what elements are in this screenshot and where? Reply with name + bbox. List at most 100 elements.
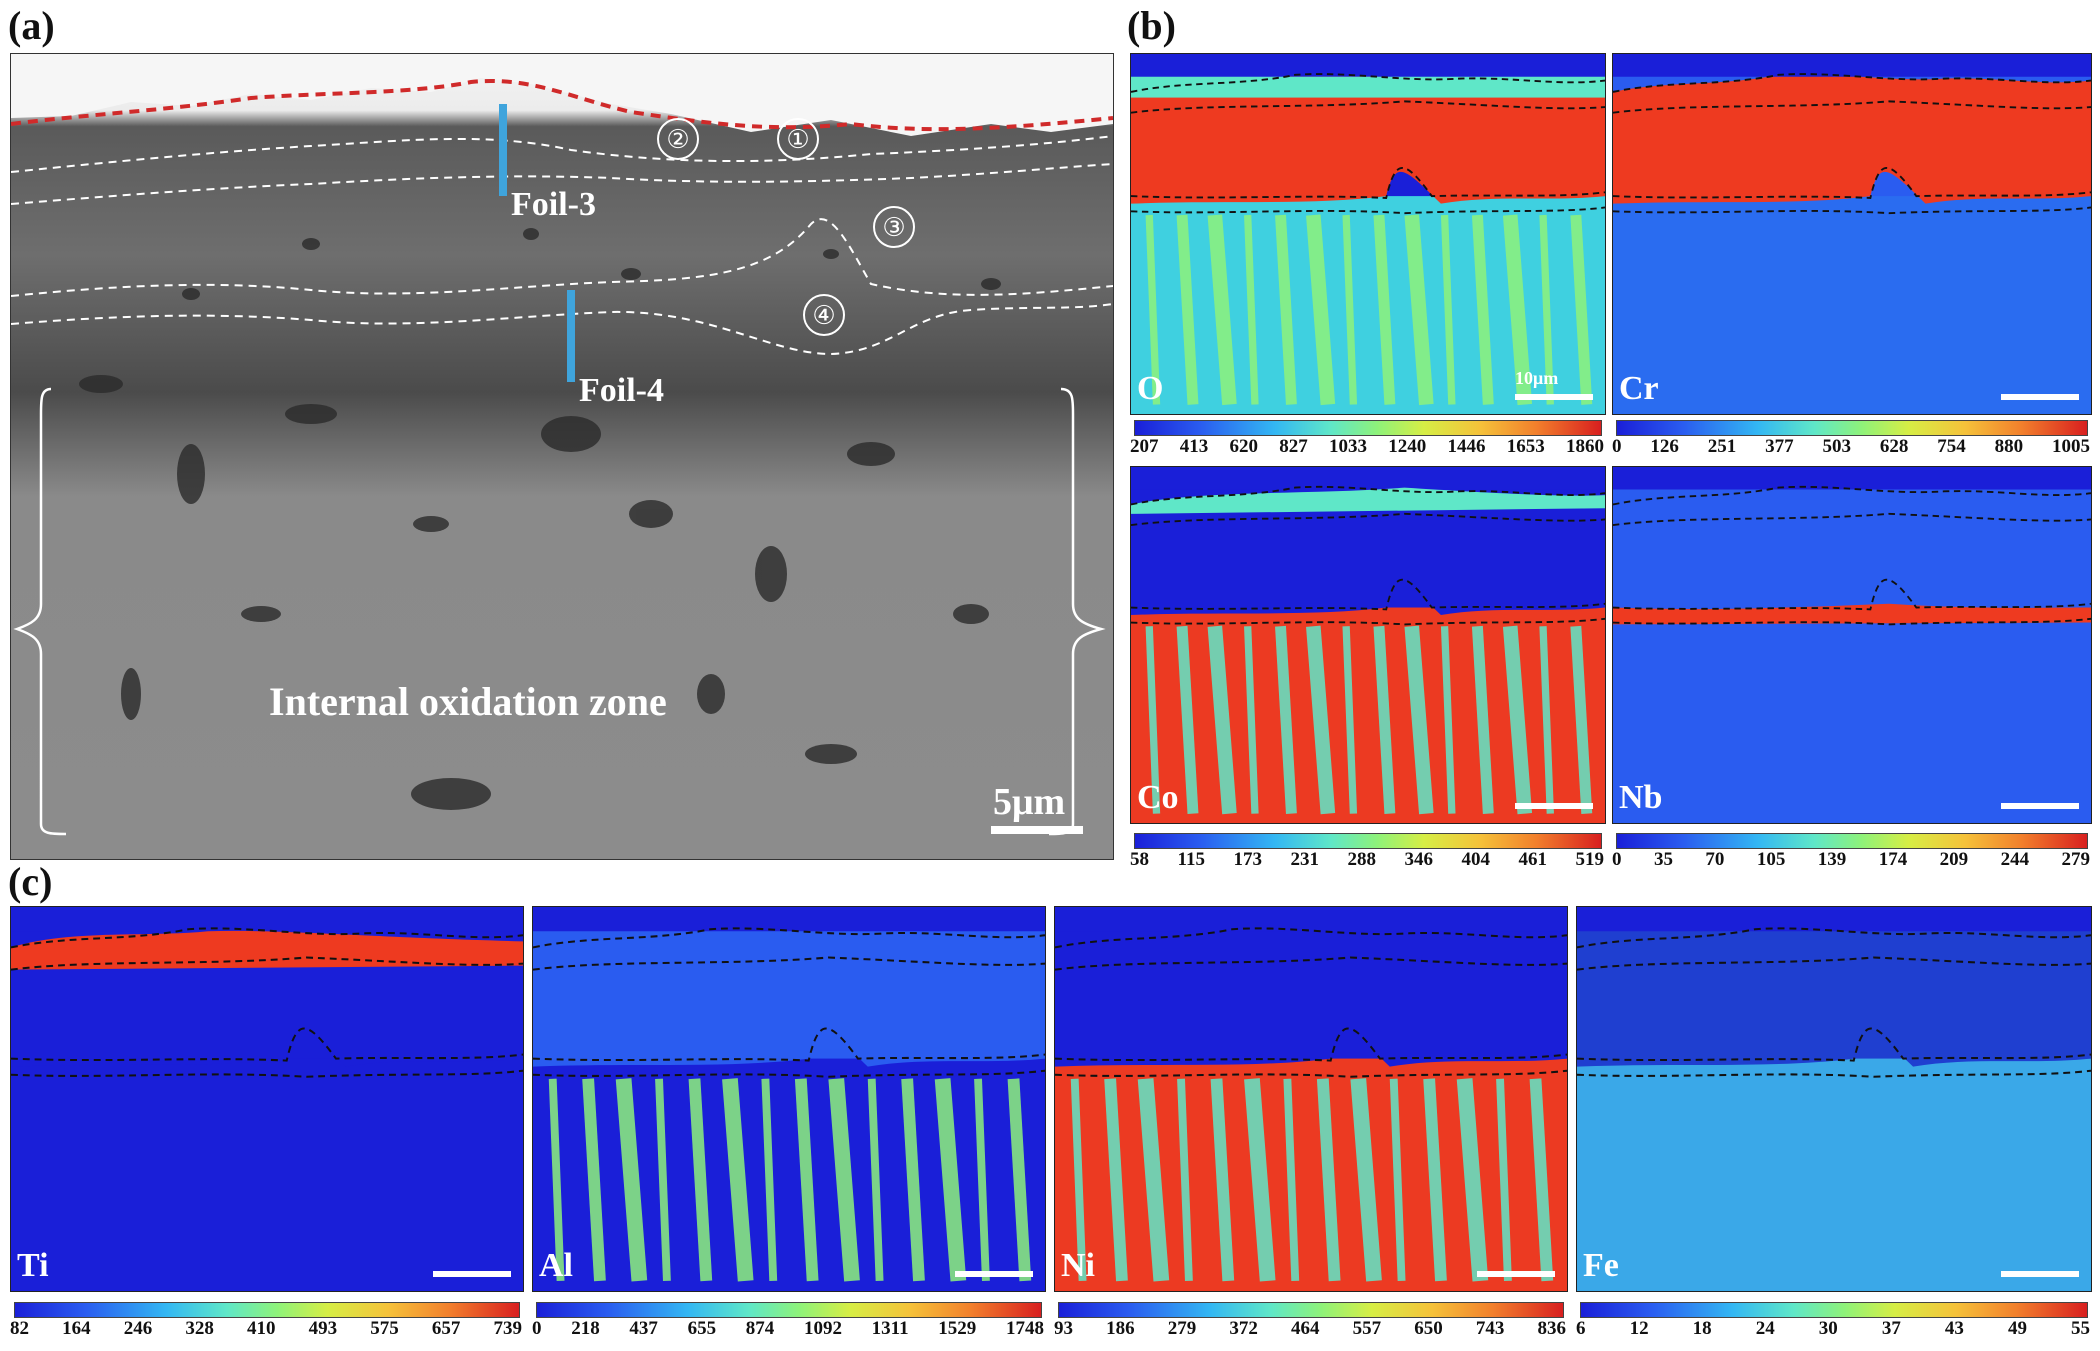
- element-label: Ti: [17, 1247, 49, 1284]
- colorbar-tick: 30: [1818, 1318, 1838, 1339]
- colorbar-tick: 827: [1279, 436, 1308, 457]
- colorbar-tick: 437: [629, 1318, 658, 1339]
- panel-b-letter: (b): [1127, 3, 1176, 48]
- element-label: Co: [1137, 779, 1179, 816]
- colorbar-ticks-al: 0 218 437 655 874 1092 1311 1529 1748: [532, 1318, 1044, 1340]
- colorbar-tick: 105: [1756, 849, 1786, 870]
- region-3-marker: ③: [873, 206, 915, 248]
- colorbar-tick: 1748: [1005, 1318, 1044, 1339]
- colorbar-tick: 139: [1817, 849, 1847, 870]
- foil-4-label: Foil-4: [579, 372, 664, 409]
- colorbar-tick: 209: [1939, 849, 1969, 870]
- colorbar-tick: 1311: [871, 1318, 909, 1339]
- colorbar-tick: 620: [1229, 436, 1259, 457]
- colorbar-tick: 24: [1755, 1318, 1775, 1339]
- colorbar-tick: 18: [1692, 1318, 1712, 1339]
- foil-3-label: Foil-3: [511, 186, 596, 223]
- element-label: O: [1137, 370, 1164, 407]
- colorbar-tick: 657: [431, 1318, 461, 1339]
- colorbar-nb: [1616, 833, 2088, 849]
- colorbar-tick: 1240: [1388, 436, 1427, 457]
- colorbar-tick: 126: [1650, 436, 1679, 457]
- colorbar-tick: 1092: [803, 1318, 842, 1339]
- colorbar-tick: 35: [1653, 849, 1673, 870]
- eds-map-co: Co: [1130, 466, 1606, 824]
- eds-map-ti: Ti: [10, 906, 524, 1292]
- element-label: Al: [539, 1247, 573, 1284]
- eds-map-fe: Fe: [1576, 906, 2092, 1292]
- colorbar-ticks-co: 58 115 173 231 288 346 404 461 519: [1130, 849, 1604, 871]
- colorbar-tick: 70: [1705, 849, 1725, 870]
- colorbar-tick: 186: [1106, 1318, 1135, 1339]
- region-4-marker: ④: [803, 294, 845, 336]
- map-scale-bar: [1515, 394, 1593, 400]
- eds-map-cr: Cr: [1612, 53, 2092, 415]
- colorbar-tick: 372: [1229, 1318, 1258, 1339]
- colorbar-tick: 650: [1414, 1318, 1443, 1339]
- colorbar-tick: 0: [1612, 849, 1622, 870]
- colorbar-tick: 173: [1233, 849, 1262, 870]
- colorbar-tick: 279: [1167, 1318, 1197, 1339]
- colorbar-tick: 493: [308, 1318, 338, 1339]
- map-scale-bar: [955, 1271, 1033, 1277]
- element-label: Ni: [1061, 1247, 1095, 1284]
- colorbar-tick: 174: [1878, 849, 1908, 870]
- colorbar-tick: 1005: [2052, 436, 2090, 457]
- colorbar-tick: 0: [532, 1318, 542, 1339]
- colorbar-tick: 1033: [1329, 436, 1367, 457]
- panel-a-letter: (a): [8, 3, 55, 48]
- colorbar-tick: 1860: [1566, 436, 1604, 457]
- colorbar-tick: 413: [1179, 436, 1209, 457]
- colorbar-tick: 207: [1130, 436, 1159, 457]
- colorbar-ticks-o: 207 413 620 827 1033 1240 1446 1653 1860: [1130, 436, 1604, 458]
- sem-image: Foil-3 Foil-4 Internal oxidation zone 5μ…: [10, 53, 1114, 860]
- colorbar-tick: 874: [745, 1318, 775, 1339]
- sem-scale-bar: [991, 826, 1083, 834]
- colorbar-tick: 754: [1937, 436, 1966, 457]
- colorbar-tick: 55: [2071, 1318, 2090, 1339]
- colorbar-tick: 12: [1629, 1318, 1649, 1339]
- colorbar-tick: 288: [1347, 849, 1376, 870]
- colorbar-ni: [1058, 1302, 1564, 1318]
- colorbar-tick: 1529: [938, 1318, 977, 1339]
- colorbar-tick: 404: [1461, 849, 1490, 870]
- colorbar-tick: 575: [370, 1318, 399, 1339]
- region-1-marker: ①: [777, 118, 819, 160]
- region-2-marker: ②: [657, 118, 699, 160]
- oxide-surface-boundary: [11, 79, 1113, 132]
- colorbar-tick: 557: [1352, 1318, 1382, 1339]
- colorbar-tick: 115: [1177, 849, 1205, 870]
- eds-map-ni: Ni: [1054, 906, 1568, 1292]
- colorbar-tick: 836: [1537, 1318, 1567, 1339]
- element-label: Fe: [1583, 1247, 1619, 1284]
- colorbar-ticks-ni: 93 186 279 372 464 557 650 743 836: [1054, 1318, 1566, 1340]
- colorbar-cr: [1616, 420, 2088, 436]
- element-label: Cr: [1619, 370, 1659, 407]
- colorbar-tick: 6: [1576, 1318, 1586, 1339]
- colorbar-ticks-fe: 6 12 18 24 30 37 43 49 55: [1576, 1318, 2090, 1340]
- colorbar-tick: 346: [1404, 849, 1433, 870]
- eds-map-nb: Nb: [1612, 466, 2092, 824]
- map-scale-bar: [1477, 1271, 1555, 1277]
- colorbar-o: [1134, 420, 1602, 436]
- colorbar-tick: 1653: [1506, 436, 1545, 457]
- sem-scale-label: 5μm: [993, 781, 1066, 823]
- colorbar-co: [1134, 833, 1602, 849]
- colorbar-tick: 464: [1291, 1318, 1320, 1339]
- colorbar-tick: 461: [1518, 849, 1547, 870]
- colorbar-tick: 743: [1475, 1318, 1505, 1339]
- colorbar-tick: 231: [1290, 849, 1319, 870]
- colorbar-tick: 0: [1612, 436, 1622, 457]
- colorbar-tick: 328: [185, 1318, 214, 1339]
- colorbar-tick: 279: [2061, 849, 2091, 870]
- eds-map-al: Al: [532, 906, 1046, 1292]
- colorbar-tick: 58: [1130, 849, 1149, 870]
- colorbar-ticks-ti: 82 164 246 328 410 493 575 657 739: [10, 1318, 522, 1340]
- foil-4-marker: [567, 290, 575, 382]
- eds-map-o: O 10μm: [1130, 53, 1606, 415]
- colorbar-tick: 880: [1994, 436, 2024, 457]
- colorbar-tick: 519: [1575, 849, 1604, 870]
- colorbar-ticks-nb: 0 35 70 105 139 174 209 244 279: [1612, 849, 2090, 871]
- colorbar-tick: 503: [1822, 436, 1852, 457]
- colorbar-tick: 37: [1881, 1318, 1901, 1339]
